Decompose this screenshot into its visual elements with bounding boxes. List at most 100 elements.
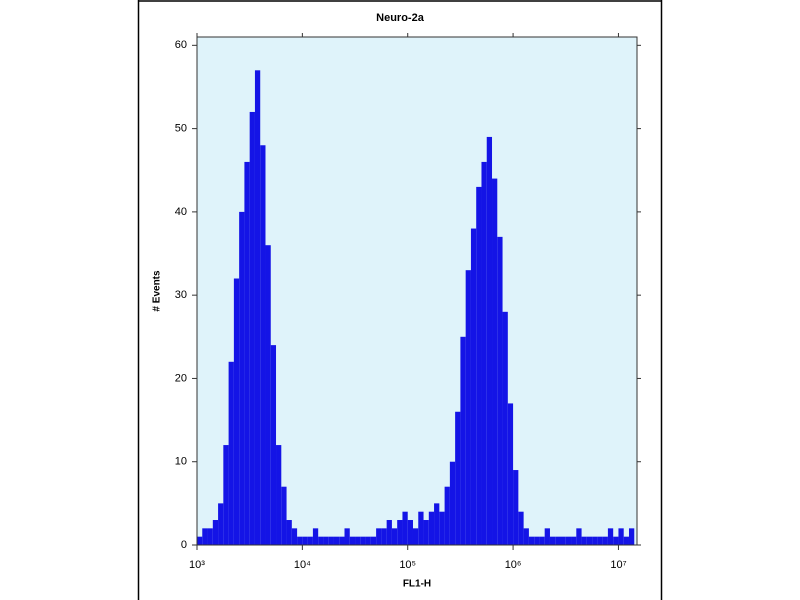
bar: [323, 536, 329, 545]
bar: [418, 511, 424, 545]
bar: [592, 536, 598, 545]
bar: [360, 536, 366, 545]
bar: [439, 511, 445, 545]
bar: [460, 336, 466, 545]
plot-frame: [196, 36, 638, 546]
bar: [218, 503, 224, 545]
bar: [623, 536, 629, 545]
bar: [497, 236, 503, 546]
bar: [586, 536, 593, 545]
bar: [391, 528, 398, 545]
bar: [618, 528, 624, 545]
bar: [628, 528, 635, 545]
bar: [581, 536, 587, 545]
bar: [312, 528, 319, 545]
bar: [365, 536, 371, 545]
bar: [518, 511, 524, 545]
bar: [528, 536, 535, 545]
bar: [276, 445, 282, 545]
bar: [249, 111, 255, 546]
bar: [549, 536, 556, 545]
bar: [349, 536, 356, 545]
x-tick-label: 10⁵: [399, 559, 416, 571]
bar: [502, 311, 508, 545]
bar: [386, 520, 392, 545]
bar: [233, 278, 240, 545]
bar: [507, 403, 514, 545]
x-tick-label: 10⁴: [294, 559, 311, 571]
y-tick-label: 20: [175, 372, 187, 384]
bar: [239, 211, 245, 545]
bar: [402, 511, 408, 545]
bar: [428, 511, 435, 545]
y-tick-label: 60: [175, 39, 187, 51]
bar: [333, 536, 340, 545]
bar: [197, 536, 203, 545]
bar: [202, 528, 208, 545]
bar: [297, 536, 303, 545]
bar: [576, 528, 582, 545]
bar: [492, 178, 498, 545]
x-tick-label: 10⁷: [610, 559, 626, 571]
bar: [270, 345, 277, 545]
bar: [376, 528, 382, 545]
bars: [197, 70, 635, 546]
bar: [291, 528, 298, 545]
bar: [607, 528, 614, 545]
x-tick-label: 10⁶: [505, 559, 522, 571]
bar: [486, 136, 493, 545]
bar: [444, 486, 450, 545]
bar: [470, 228, 477, 545]
bar: [597, 536, 603, 545]
bar: [223, 445, 229, 545]
y-tick-label: 40: [175, 206, 187, 218]
bar: [476, 186, 482, 545]
chart-title: Neuro-2a: [376, 12, 425, 24]
bar: [265, 245, 271, 545]
bar: [370, 536, 377, 545]
bar: [244, 161, 250, 545]
y-tick-label: 0: [181, 539, 187, 551]
bar: [381, 528, 387, 545]
bar: [286, 520, 292, 545]
bar: [254, 70, 261, 546]
bar: [228, 361, 234, 545]
bar: [565, 536, 572, 545]
y-tick-label: 30: [175, 289, 187, 301]
bar: [449, 461, 456, 545]
bar: [423, 520, 429, 545]
bar: [534, 536, 540, 545]
y-tick-label: 50: [175, 123, 187, 135]
bar: [513, 470, 519, 545]
bar: [344, 528, 350, 545]
bar: [523, 528, 529, 545]
bar: [207, 528, 213, 545]
bar: [412, 528, 419, 545]
bar: [307, 536, 313, 545]
bar: [397, 520, 403, 545]
bar: [560, 536, 566, 545]
bar: [339, 536, 345, 545]
bar: [455, 411, 461, 545]
bar: [555, 536, 561, 545]
bar: [544, 528, 550, 545]
x-axis-label: FL1-H: [403, 579, 431, 590]
bar: [613, 536, 619, 545]
bar: [328, 536, 334, 545]
y-axis-label: # Events: [152, 270, 163, 312]
bar: [318, 536, 324, 545]
bar: [260, 145, 266, 545]
y-tick-label: 10: [175, 456, 187, 468]
bar: [571, 536, 577, 545]
bar: [481, 161, 487, 545]
bar: [355, 536, 361, 545]
bar: [407, 520, 413, 545]
bar: [602, 536, 608, 545]
bar: [302, 536, 308, 545]
bar: [465, 270, 471, 545]
bar: [434, 503, 440, 545]
bar: [212, 520, 219, 545]
bar: [539, 536, 545, 545]
bar: [281, 486, 287, 545]
